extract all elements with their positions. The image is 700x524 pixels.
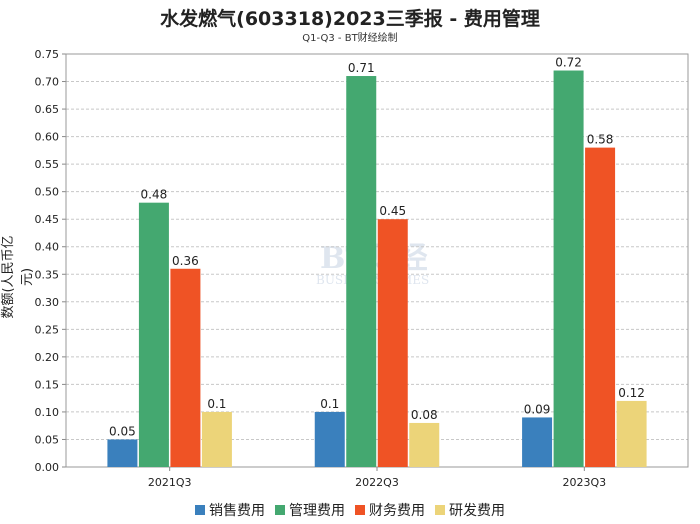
y-tick-label: 0.75	[35, 48, 60, 61]
legend-label: 研发费用	[449, 503, 505, 519]
legend: 销售费用 管理费用 财务费用 研发费用	[0, 500, 700, 520]
bar	[616, 400, 647, 467]
y-tick-label: 0.10	[35, 406, 60, 419]
legend-label: 管理费用	[289, 503, 345, 519]
bar	[409, 422, 440, 467]
x-tick-label: 2021Q3	[148, 476, 192, 489]
y-tick-label: 0.45	[35, 213, 60, 226]
legend-item[interactable]: 管理费用	[275, 500, 345, 520]
y-tick-label: 0.35	[35, 268, 60, 281]
y-tick-label: 0.55	[35, 158, 60, 171]
legend-swatch	[275, 505, 285, 515]
y-axis-label: 数额(人民币亿元)	[1, 235, 35, 319]
bar	[107, 439, 138, 467]
data-label: 0.45	[379, 204, 406, 218]
data-label: 0.1	[320, 397, 339, 411]
legend-swatch	[435, 505, 445, 515]
data-label: 0.71	[348, 61, 375, 75]
y-tick-label: 0.25	[35, 323, 60, 336]
y-tick-label: 0.50	[35, 186, 60, 199]
y-tick-label: 0.30	[35, 296, 60, 309]
bar	[377, 219, 408, 467]
bar	[522, 417, 553, 467]
y-tick-label: 0.20	[35, 351, 60, 364]
data-label: 0.12	[618, 386, 645, 400]
legend-swatch	[355, 505, 365, 515]
bar	[314, 411, 345, 467]
x-tick-label: 2022Q3	[355, 476, 399, 489]
x-tick-label: 2023Q3	[563, 476, 607, 489]
y-tick-label: 0.05	[35, 433, 60, 446]
y-tick-label: 0.70	[35, 76, 60, 89]
legend-item[interactable]: 财务费用	[355, 500, 425, 520]
data-label: 0.72	[555, 56, 582, 70]
chart-subtitle: Q1-Q3 - BT财经绘制	[302, 33, 398, 44]
y-tick-label: 0.60	[35, 131, 60, 144]
bar	[585, 147, 616, 467]
legend-item[interactable]: 销售费用	[195, 500, 265, 520]
legend-label: 财务费用	[369, 503, 425, 519]
y-tick-label: 0.15	[35, 378, 60, 391]
data-label: 0.09	[524, 402, 551, 416]
data-label: 0.58	[587, 133, 614, 147]
chart-title: 水发燃气(603318)2023三季报 - 费用管理	[160, 8, 540, 30]
data-label: 0.36	[172, 254, 199, 268]
bar	[553, 70, 584, 468]
data-label: 0.48	[141, 188, 168, 202]
y-tick-label: 0.00	[35, 461, 60, 474]
y-tick-label: 0.65	[35, 103, 60, 116]
data-label: 0.1	[207, 397, 226, 411]
y-tick-label: 0.40	[35, 241, 60, 254]
data-label: 0.05	[109, 424, 136, 438]
bar	[346, 76, 377, 467]
bar	[201, 411, 232, 467]
legend-item[interactable]: 研发费用	[435, 500, 505, 520]
bar	[170, 268, 201, 467]
legend-label: 销售费用	[209, 503, 265, 519]
legend-swatch	[195, 505, 205, 515]
data-label: 0.08	[411, 408, 438, 422]
bar	[138, 202, 169, 467]
